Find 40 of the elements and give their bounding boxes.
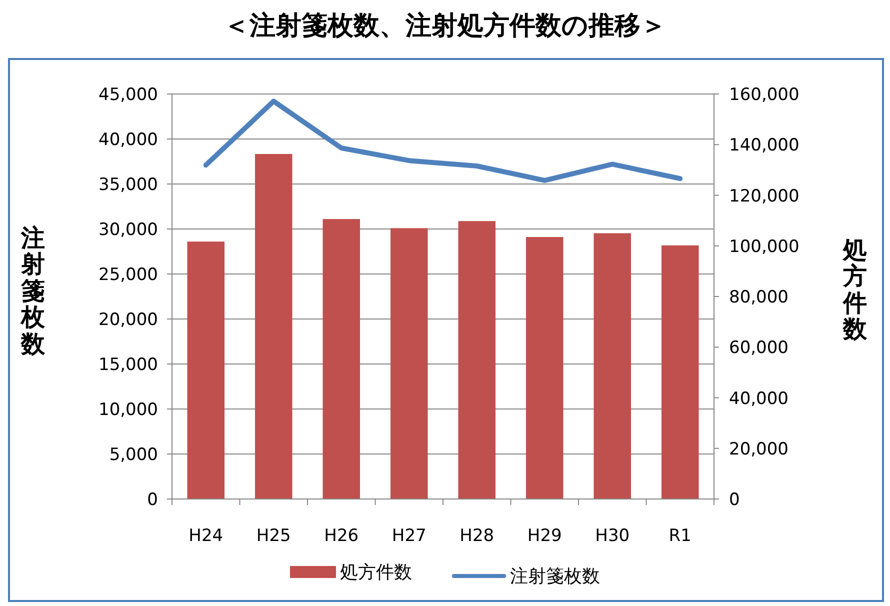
bar <box>661 245 699 499</box>
y2-tick-label: 140,000 <box>729 136 800 156</box>
bar <box>458 221 496 499</box>
y2-tick-label: 160,000 <box>729 85 800 105</box>
y2-tick-label: 120,000 <box>729 186 800 206</box>
y-tick-label: 20,000 <box>98 310 158 330</box>
legend-label: 処方件数 <box>340 561 412 584</box>
x-tick-label: H24 <box>188 526 224 546</box>
x-tick-label: H26 <box>324 526 359 546</box>
y2-tick-label: 100,000 <box>729 236 800 257</box>
x-tick-label: H29 <box>527 526 562 546</box>
y2-tick-label: 0 <box>729 490 740 510</box>
y-tick-label: 25,000 <box>98 265 158 285</box>
bar <box>594 233 632 499</box>
y-axis-title: 注射箋枚数 <box>20 224 46 358</box>
x-tick-label: H28 <box>460 526 494 546</box>
x-tick-label: H27 <box>392 526 426 546</box>
y-tick-label: 10,000 <box>98 400 158 420</box>
bar <box>526 237 564 499</box>
y2-tick-label: 80,000 <box>729 288 788 308</box>
y2-tick-label: 60,000 <box>729 338 788 358</box>
bar <box>390 228 428 499</box>
bar <box>187 242 225 499</box>
y-tick-label: 0 <box>147 490 158 510</box>
y-tick-label: 15,000 <box>98 355 158 375</box>
chart-title: ＜注射箋枚数、注射処方件数の推移＞ <box>222 10 668 43</box>
y-tick-label: 45,000 <box>98 85 158 105</box>
y2-axis-title: 処方件数 <box>842 236 868 344</box>
x-tick-label: R1 <box>668 526 692 546</box>
bar <box>254 154 292 499</box>
y-tick-label: 40,000 <box>98 130 158 150</box>
x-tick-label: H25 <box>256 526 291 546</box>
y-tick-label: 30,000 <box>98 220 158 240</box>
y-tick-label: 5,000 <box>109 445 158 465</box>
y2-tick-label: 40,000 <box>729 388 788 409</box>
y-tick-label: 35,000 <box>98 175 158 195</box>
bar <box>322 219 360 499</box>
y2-tick-label: 20,000 <box>729 439 788 460</box>
x-tick-label: H30 <box>595 526 630 546</box>
legend-label: 注射箋枚数 <box>510 565 600 588</box>
